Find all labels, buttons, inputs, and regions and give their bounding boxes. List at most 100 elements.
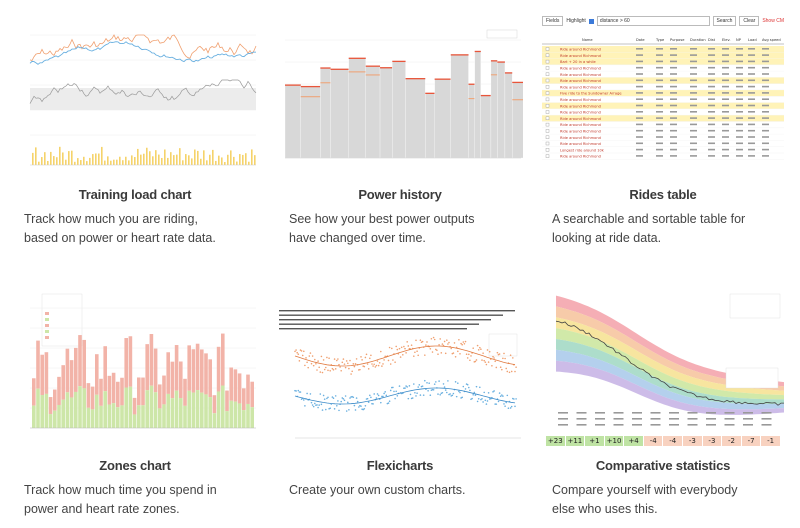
zone-bar-lower	[179, 398, 183, 428]
table-cell-value	[708, 54, 715, 56]
table-cell-value	[762, 111, 769, 113]
percentile-band	[556, 317, 784, 396]
zone-bar-upper	[233, 369, 238, 402]
scatter-point-orange	[410, 344, 413, 346]
table-cell-value	[748, 129, 755, 132]
scatter-point-blue	[442, 383, 445, 385]
scatter-point-orange	[494, 360, 496, 363]
scatter-point-blue	[472, 393, 474, 396]
power-bar-top	[392, 60, 406, 63]
load-bar	[179, 148, 181, 165]
load-bar	[230, 150, 232, 165]
show-cm-link[interactable]: Show CM	[762, 18, 784, 24]
delta-cell: -3	[683, 436, 702, 446]
zone-bar-upper	[183, 378, 187, 406]
clear-button[interactable]: Clear	[739, 16, 760, 26]
feature-zones-chart[interactable]: Zones chart Track how much time you spen…	[12, 288, 258, 528]
zone-bar-upper	[141, 377, 145, 406]
scatter-point-orange	[372, 365, 374, 367]
scatter-point-blue	[318, 404, 320, 406]
scatter-point-blue	[515, 398, 517, 400]
shaded-band	[30, 88, 256, 110]
table-cell-value	[748, 104, 755, 107]
table-cell-value	[670, 111, 677, 113]
scatter-point-blue	[432, 388, 435, 391]
zone-bar-upper	[95, 354, 99, 395]
scatter-point-orange	[319, 371, 322, 373]
zone-bar-lower	[48, 414, 53, 428]
comparative-statistics-thumbnail[interactable]: +23 +11 +1 +10 +4 -4 -4 -3 -3 -2 -7 -1	[540, 288, 786, 448]
scatter-point-orange	[493, 357, 495, 359]
table-cell-value	[656, 73, 663, 75]
scatter-point-blue	[486, 400, 489, 402]
field-select[interactable]: Fields	[542, 16, 564, 26]
table-cell-value	[656, 129, 663, 132]
table-cell-value	[762, 79, 769, 82]
scatter-point-orange	[342, 358, 345, 360]
rides-table-thumbnail[interactable]: Fields Highlight distance > 60 Search Cl…	[540, 10, 786, 170]
zone-bar-upper	[162, 375, 166, 405]
scatter-point-blue	[369, 394, 371, 397]
table-cell-value	[736, 54, 743, 56]
table-row-name: Ride around Richmond	[560, 79, 601, 83]
scatter-point-blue	[459, 391, 461, 394]
table-cell-value	[656, 98, 663, 100]
stats-cell	[743, 424, 753, 426]
scatter-point-orange	[352, 363, 355, 365]
comparative-legend-box	[729, 293, 781, 319]
row-checkbox	[545, 59, 550, 64]
zone-bar-upper	[53, 389, 57, 411]
feature-description-line: Create your own custom charts.	[289, 483, 466, 497]
scatter-point-blue	[394, 397, 396, 400]
scatter-point-blue	[382, 395, 384, 398]
zone-bar-lower	[158, 408, 162, 428]
table-cell-value	[656, 136, 663, 138]
scatter-point-orange	[294, 350, 296, 353]
table-cell-value	[670, 123, 677, 126]
scatter-point-orange	[347, 362, 349, 365]
scatter-point-orange	[487, 361, 490, 363]
scatter-point-orange	[441, 343, 444, 345]
zones-chart-thumbnail[interactable]	[12, 288, 258, 448]
zone-bar-upper	[128, 336, 133, 387]
power-history-thumbnail[interactable]	[277, 10, 523, 170]
scatter-point-orange	[444, 352, 447, 355]
zone-bar-lower	[191, 392, 196, 428]
training-load-thumbnail[interactable]	[12, 10, 258, 170]
scatter-point-orange	[407, 345, 410, 347]
stats-cell	[650, 412, 661, 414]
zone-bar-upper	[166, 352, 170, 394]
scatter-point-orange	[508, 371, 511, 374]
zone-bar-upper	[116, 381, 120, 408]
scatter-point-blue	[343, 399, 346, 402]
scatter-point-blue	[447, 380, 449, 382]
load-bar	[110, 160, 112, 165]
scatter-point-orange	[454, 355, 457, 358]
flexicharts-thumbnail[interactable]	[277, 288, 523, 448]
feature-training-load[interactable]: Training load chart Track how much you a…	[12, 10, 258, 250]
highlight-input[interactable]: distance > 60	[596, 16, 710, 26]
power-bar-top	[497, 61, 505, 63]
load-bar	[41, 157, 43, 165]
scatter-point-orange	[344, 366, 347, 369]
feature-flexicharts[interactable]: Flexicharts Create your own custom chart…	[277, 288, 523, 528]
scatter-point-orange	[359, 368, 361, 371]
scatter-point-orange	[496, 351, 499, 354]
table-cell-value	[722, 142, 729, 145]
load-bar	[65, 159, 67, 165]
highlight-checkbox[interactable]	[588, 18, 594, 24]
table-row-name: Ride around Richmond	[560, 117, 601, 121]
search-button[interactable]: Search	[712, 16, 737, 26]
load-bar	[116, 159, 118, 165]
feature-power-history[interactable]: Power history See how your best power ou…	[277, 10, 523, 250]
zone-bar-lower	[116, 407, 120, 428]
load-bar	[224, 161, 226, 165]
stats-cell	[650, 418, 661, 420]
feature-comparative-statistics[interactable]: +23 +11 +1 +10 +4 -4 -4 -3 -3 -2 -7 -1 Comparative …	[540, 288, 786, 528]
scatter-point-blue	[438, 380, 440, 382]
feature-rides-table[interactable]: Fields Highlight distance > 60 Search Cl…	[540, 10, 786, 250]
table-cell-value	[708, 117, 715, 119]
load-bar	[92, 154, 94, 165]
load-bar	[62, 152, 64, 165]
zone-bar-upper	[120, 377, 124, 406]
